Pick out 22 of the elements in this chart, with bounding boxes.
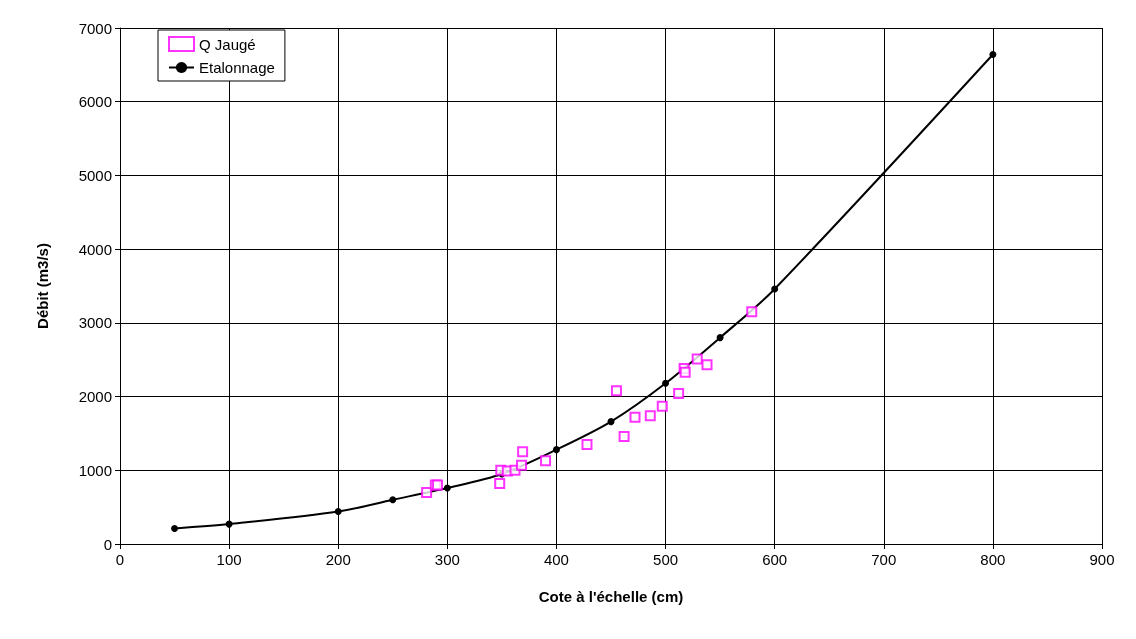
y-tick-label: 4000 [78,240,112,258]
y-tick-label: 5000 [78,166,112,184]
y-tick-label: 2000 [78,388,112,406]
y-tick-label: 0 [103,535,112,553]
x-tick-label: 100 [216,551,242,568]
y-tick-label: 6000 [78,93,112,111]
y-tick-label: 7000 [78,19,112,37]
x-tick-label: 900 [1089,551,1115,568]
x-tick-label: 0 [115,551,125,568]
y-axis-title: Débit (m3/s) [34,243,51,329]
x-tick-label: 500 [653,551,679,568]
y-tick-label: 1000 [78,461,112,479]
x-tick-label: 600 [762,551,788,568]
legend-label: Q Jaugé [199,35,256,53]
x-axis-title: Cote à l'échelle (cm) [538,588,684,605]
x-tick-label: 300 [434,551,460,568]
x-tick-label: 800 [980,551,1006,568]
x-tick-label: 400 [543,551,569,568]
legend-label: Etalonnage [199,59,275,76]
x-tick-label: 200 [325,551,351,568]
x-tick-label: 700 [871,551,897,568]
y-tick-label: 3000 [78,314,112,332]
